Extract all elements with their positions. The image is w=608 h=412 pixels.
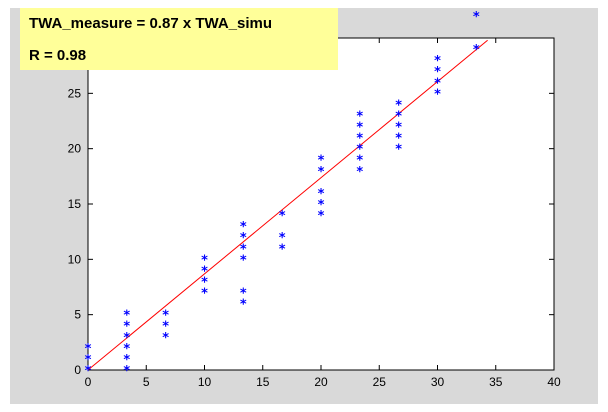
scatter-point: * <box>356 132 363 147</box>
scatter-point: * <box>473 43 480 58</box>
scatter-point: * <box>395 132 402 147</box>
scatter-point: * <box>356 143 363 158</box>
y-tick-label: 20 <box>68 142 82 156</box>
scatter-points: ************************* ***************… <box>85 8 480 379</box>
y-tick-label: 10 <box>68 252 82 266</box>
scatter-point: * <box>318 165 325 180</box>
scatter-point: * <box>162 320 169 335</box>
scatter-point: * <box>318 209 325 224</box>
x-tick-label: 25 <box>373 375 387 389</box>
scatter-point: * <box>473 8 480 14</box>
scatter-point: * <box>279 242 286 257</box>
regression-equation: TWA_measure = 0.87 x TWA_simu <box>29 15 273 32</box>
scatter-point: * <box>279 231 286 246</box>
scatter-point: * <box>123 331 130 346</box>
scatter-point: * <box>356 109 363 124</box>
scatter-point: * <box>434 65 441 80</box>
y-tick-label: 0 <box>74 363 81 377</box>
scatter-point: * <box>85 342 92 357</box>
annotation-box: TWA_measure = 0.87 x TWA_simu R = 0.98 <box>20 8 338 70</box>
scatter-point: * <box>240 231 247 246</box>
x-axis: 0 5 10 15 20 25 30 35 40 <box>85 38 561 389</box>
scatter-point: * <box>240 253 247 268</box>
scatter-point: * <box>395 98 402 113</box>
correlation-coefficient: R = 0.98 <box>29 47 87 64</box>
x-tick-label: 10 <box>198 375 212 389</box>
y-tick-label: 5 <box>74 308 81 322</box>
x-tick-label: 5 <box>143 375 150 389</box>
y-tick-label: 15 <box>68 197 82 211</box>
scatter-point: * <box>434 54 441 69</box>
scatter-point: * <box>395 143 402 158</box>
scatter-point: * <box>318 154 325 169</box>
x-tick-label: 20 <box>314 375 328 389</box>
x-tick-label: 15 <box>256 375 270 389</box>
scatter-point: * <box>123 309 130 324</box>
x-tick-label: 40 <box>547 375 561 389</box>
scatter-point: * <box>279 209 286 224</box>
scatter-point: * <box>434 76 441 91</box>
regression-line <box>87 39 488 371</box>
x-tick-label: 30 <box>431 375 445 389</box>
scatter-point: * <box>356 154 363 169</box>
scatter-point: * <box>395 121 402 136</box>
scatter-point: * <box>240 220 247 235</box>
x-tick-label: 35 <box>489 375 503 389</box>
scatter-point: * <box>85 364 92 379</box>
x-tick-label: 0 <box>85 375 92 389</box>
scatter-point: * <box>434 87 441 102</box>
scatter-point: * <box>356 121 363 136</box>
scatter-point: * <box>201 275 208 290</box>
scatter-point: * <box>201 264 208 279</box>
scatter-point: * <box>201 287 208 302</box>
scatter-point: * <box>201 253 208 268</box>
scatter-point: * <box>240 287 247 302</box>
scatter-point: * <box>123 353 130 368</box>
plot-area <box>87 37 555 371</box>
scatter-point: * <box>318 187 325 202</box>
scatter-point: * <box>240 242 247 257</box>
fit-line-layer <box>87 39 488 371</box>
y-tick-label: 25 <box>68 86 82 100</box>
scatter-point: * <box>473 10 480 25</box>
scatter-point: * <box>123 342 130 357</box>
scatter-point: * <box>356 165 363 180</box>
scatter-point: * <box>85 353 92 368</box>
scatter-point: * <box>123 320 130 335</box>
scatter-point: * <box>162 331 169 346</box>
scatter-point: * <box>395 109 402 124</box>
scatter-point: * <box>123 364 130 379</box>
scatter-point: * <box>318 198 325 213</box>
scatter-point: * <box>162 309 169 324</box>
scatter-point: * <box>240 298 247 313</box>
